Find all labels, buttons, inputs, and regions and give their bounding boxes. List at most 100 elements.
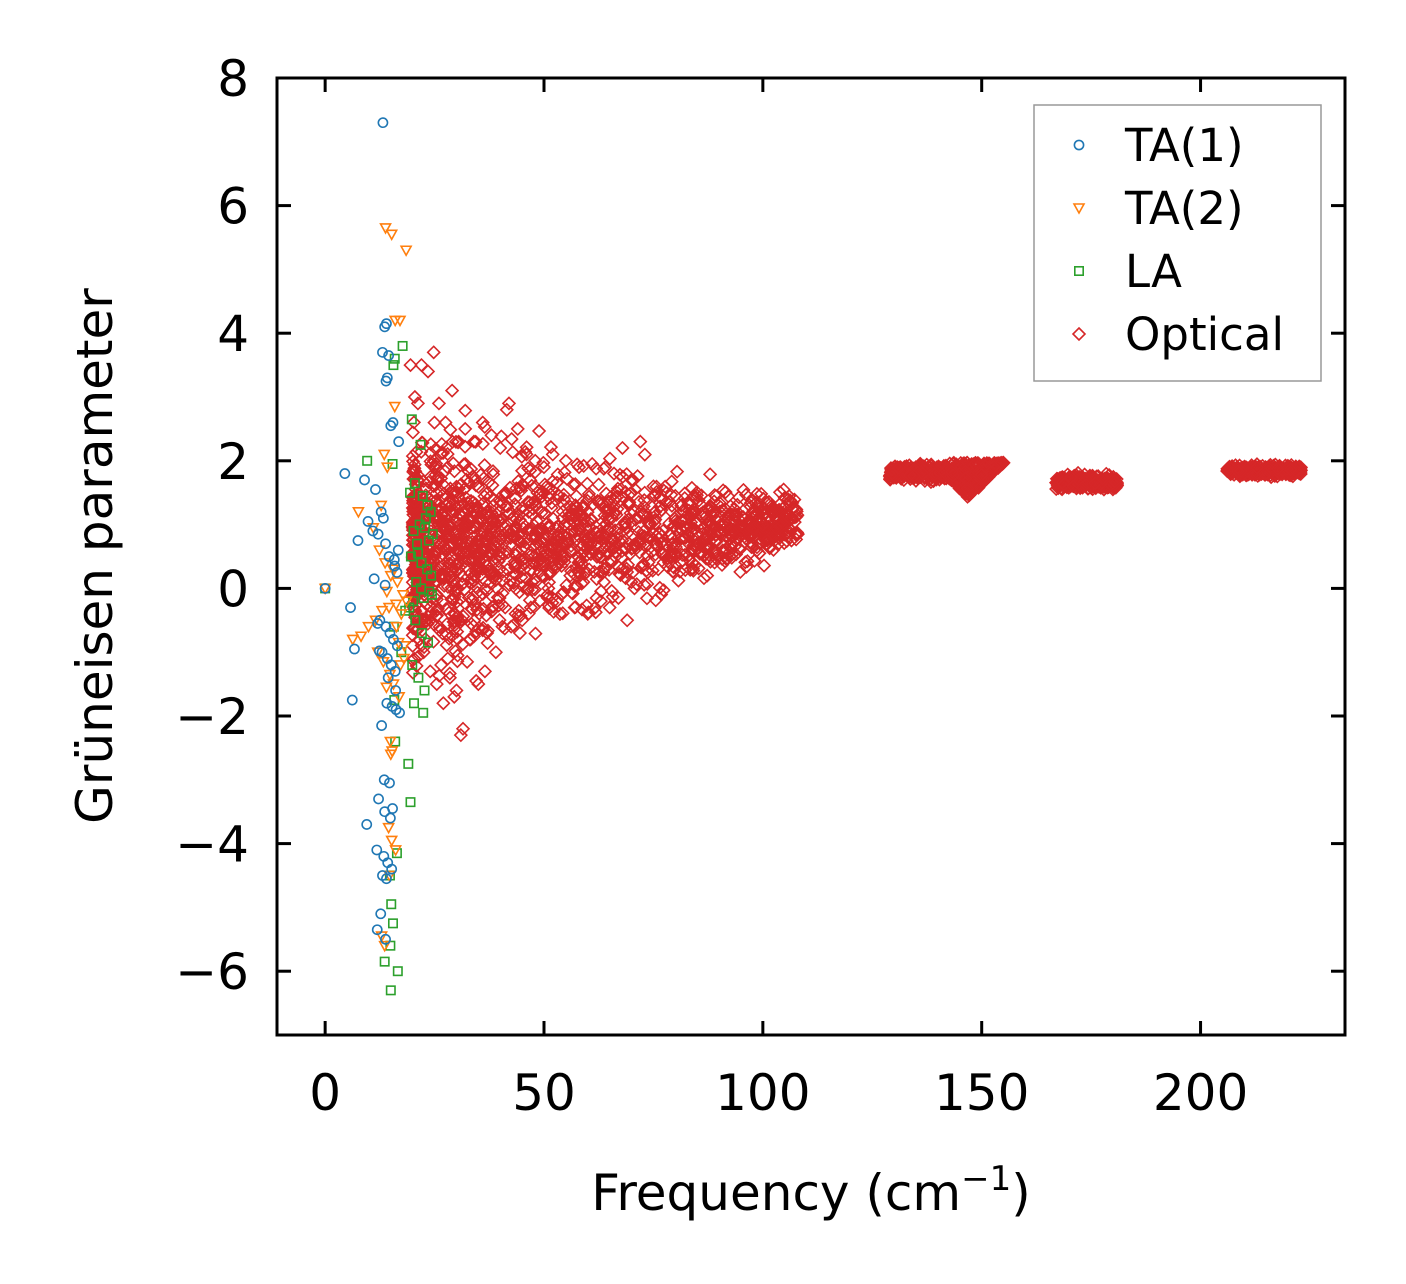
- optical-cloud-point: [707, 555, 722, 570]
- optical-point: [563, 568, 578, 583]
- optical-cloud-point: [407, 457, 422, 472]
- optical-cloud-point: [525, 507, 541, 522]
- optical-cloud-point: [695, 505, 711, 520]
- optical-cloud-point: [647, 536, 663, 551]
- la-point: [418, 707, 429, 718]
- optical-cloud-point: [495, 586, 510, 601]
- optical-cloud-point: [448, 585, 463, 601]
- optical-cloud-point: [635, 507, 651, 523]
- optical-cloud-point: [618, 520, 634, 535]
- optical-cloud-point: [474, 505, 489, 520]
- optical-cloud-point: [535, 558, 550, 573]
- legend-label: Optical: [1125, 308, 1284, 361]
- ta-1-point: [339, 468, 351, 479]
- optical-point: [426, 345, 441, 360]
- ta-1-point: [373, 793, 384, 805]
- ta-2-point: [362, 621, 375, 634]
- optical-point: [571, 460, 587, 475]
- optical-point: [598, 460, 613, 475]
- optical-cloud-point: [429, 456, 444, 471]
- optical-cloud-point: [520, 580, 535, 596]
- optical-cloud-point: [721, 507, 737, 522]
- optical-cloud-point: [528, 557, 543, 573]
- optical-cloud-point: [659, 537, 674, 552]
- optical-cloud-point: [514, 463, 530, 478]
- optical-cloud-point: [409, 559, 424, 574]
- optical-cloud-point: [557, 465, 572, 480]
- optical-cloud-point: [677, 513, 692, 528]
- optical-point: [589, 590, 604, 606]
- optical-cloud-point: [475, 496, 490, 511]
- optical-cloud-point: [426, 634, 441, 649]
- optical-cloud-point: [477, 582, 492, 597]
- optical-cloud-point: [461, 553, 477, 568]
- optical-cloud-point: [443, 422, 458, 437]
- optical-cloud-point: [441, 605, 457, 620]
- optical-cloud-point: [495, 564, 511, 579]
- optical-cloud-point: [439, 440, 454, 455]
- la-point: [405, 487, 416, 498]
- ta-2-point: [390, 621, 403, 634]
- optical-cluster-point: [1075, 480, 1090, 495]
- ta-2-point: [354, 631, 368, 643]
- ta-2-point: [400, 596, 413, 608]
- optical-cloud-point: [594, 549, 609, 565]
- optical-cloud-point: [652, 526, 667, 541]
- optical-cluster-point: [884, 462, 900, 477]
- ta-1-point: [388, 554, 400, 566]
- optical-cloud-point: [542, 537, 557, 552]
- ta-1-point: [391, 640, 403, 652]
- ta-2-point: [382, 602, 396, 615]
- optical-cloud-point: [492, 612, 507, 628]
- optical-cloud-point: [442, 631, 457, 646]
- x-tick-label: 0: [309, 1064, 341, 1122]
- optical-cloud-point: [440, 446, 455, 462]
- optical-cloud-point: [448, 434, 464, 449]
- optical-cloud-point: [440, 579, 456, 595]
- ta-1-point: [377, 346, 388, 358]
- optical-cloud-point: [470, 585, 485, 600]
- optical-cloud-point: [446, 456, 461, 471]
- optical-point: [442, 670, 458, 685]
- optical-cloud-point: [512, 561, 527, 576]
- optical-cloud-point: [549, 560, 564, 575]
- optical-cloud-point: [781, 492, 796, 507]
- optical-cloud-point: [701, 547, 716, 562]
- optical-cloud-point: [756, 500, 772, 515]
- ta-1-point: [379, 806, 391, 818]
- optical-cloud-point: [777, 490, 792, 505]
- optical-cloud-point: [475, 561, 490, 577]
- ta-1-point: [375, 506, 387, 518]
- ta-1-point: [381, 697, 393, 709]
- la-point: [408, 525, 419, 536]
- ta-1-point: [368, 573, 380, 585]
- optical-cloud-point: [543, 548, 559, 564]
- optical-cloud-point: [778, 526, 793, 541]
- optical-cloud-point: [632, 535, 647, 550]
- ta-2-point: [389, 845, 402, 857]
- optical-cloud-point: [556, 497, 571, 513]
- optical-cloud-point: [407, 471, 422, 486]
- optical-cloud-point: [466, 495, 481, 510]
- legend-label: TA(1): [1124, 119, 1244, 172]
- optical-point: [484, 428, 499, 443]
- y-tick-label: 8: [217, 50, 249, 108]
- optical-point: [403, 357, 418, 373]
- optical-cloud-point: [431, 513, 446, 528]
- legend-marker: [1073, 139, 1085, 151]
- optical-point: [655, 491, 670, 507]
- la-point: [387, 918, 398, 929]
- optical-cloud-point: [405, 425, 421, 440]
- optical-cloud-point: [456, 457, 471, 472]
- optical-point: [466, 434, 482, 449]
- optical-cloud-point: [654, 587, 669, 602]
- optical-cloud-point: [637, 447, 652, 462]
- optical-cloud-point: [696, 571, 712, 586]
- optical-cloud-point: [580, 493, 595, 508]
- legend-label: TA(2): [1124, 182, 1244, 235]
- optical-cloud-point: [519, 535, 534, 551]
- x-axis-title: Frequency (cm−1): [591, 1159, 1031, 1222]
- optical-cloud-point: [580, 504, 595, 520]
- ta-2-point: [388, 401, 402, 414]
- ta-1-point: [391, 567, 403, 578]
